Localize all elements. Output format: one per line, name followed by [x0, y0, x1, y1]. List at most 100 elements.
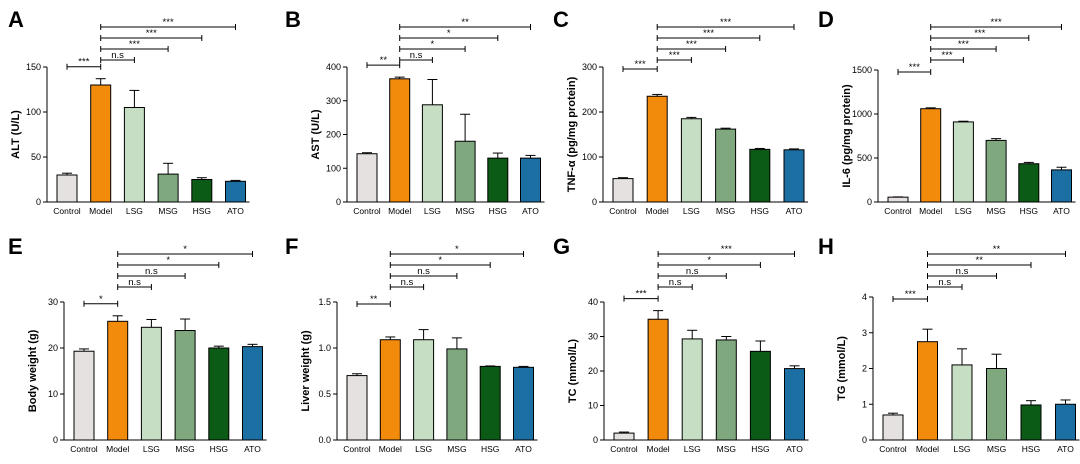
category-label: LSG — [683, 206, 700, 216]
panel-b: B 0 100 200 300 400 AST (U/L) Control Model LSG MS… — [285, 7, 545, 216]
significance-label: n.s — [938, 277, 951, 288]
y-axis-label: IL-6 (pg/mg protein) — [841, 84, 853, 188]
significance-label: * — [431, 39, 435, 50]
significance-label: n.s — [417, 266, 430, 277]
category-label: ATO — [244, 444, 261, 454]
y-tick-label: 300 — [582, 62, 597, 72]
panel-letter: B — [285, 7, 301, 32]
category-label: MSG — [986, 206, 1005, 216]
bar-model — [917, 341, 938, 441]
significance-label: * — [166, 255, 170, 266]
bar-hsg — [1018, 163, 1040, 203]
bar-lsg — [123, 107, 145, 203]
significance-label: *** — [721, 244, 732, 255]
panel-letter: A — [8, 7, 24, 32]
significance-label: *** — [909, 62, 920, 73]
bar-msg — [985, 139, 1007, 203]
category-label: ATO — [1053, 206, 1070, 216]
panel-c: C 0 100 200 300 TNF-α (pg/mg protein) Control M… — [553, 7, 808, 216]
bar-lsg — [951, 364, 973, 441]
category-label: Model — [919, 206, 942, 216]
significance-label: n.s — [128, 277, 141, 288]
category-label: MSG — [175, 444, 194, 454]
bar-msg — [715, 128, 737, 203]
bar-lsg — [681, 338, 703, 441]
y-tick-label: 3 — [862, 328, 867, 338]
category-label: LSG — [143, 444, 160, 454]
y-tick-label: 30 — [588, 332, 598, 342]
y-tick-label: 0 — [592, 197, 597, 207]
y-tick-label: 1.0 — [318, 343, 331, 353]
bar-control — [887, 196, 909, 203]
bar-ato — [225, 180, 246, 203]
category-label: Model — [89, 206, 112, 216]
y-tick-label: 20 — [48, 343, 58, 353]
category-label: MSG — [447, 444, 466, 454]
bar-lsg — [140, 326, 162, 441]
bar-ato — [783, 149, 805, 203]
significance-label: n.s — [111, 50, 124, 61]
significance-label: ** — [370, 294, 378, 305]
y-tick-label: 0 — [36, 197, 41, 207]
significance-label: ** — [380, 55, 388, 66]
category-label: Model — [646, 206, 669, 216]
y-axis-label: TNF-α (pg/mg protein) — [566, 76, 578, 192]
category-label: Control — [70, 444, 98, 454]
bar-control — [356, 153, 378, 203]
category-label: Control — [53, 206, 81, 216]
y-tick-label: 0 — [53, 435, 58, 445]
significance-label: *** — [635, 59, 646, 70]
category-label: Model — [379, 444, 402, 454]
y-tick-label: 150 — [26, 62, 41, 72]
significance-label: n.s — [956, 266, 969, 277]
significance-label: *** — [905, 289, 916, 300]
y-tick-label: 0 — [867, 197, 872, 207]
y-tick-label: 0 — [336, 197, 341, 207]
significance-label: ** — [461, 17, 469, 28]
y-axis-label: TG (mmol/L) — [836, 336, 848, 401]
significance-label: *** — [129, 39, 140, 50]
category-label: ATO — [515, 444, 532, 454]
bar-ato — [1051, 169, 1072, 203]
panel-f: F 0.0 0.5 1.0 1.5 Liver weight (g) Control Mode… — [285, 234, 538, 454]
category-label: LSG — [415, 444, 432, 454]
category-label: MSG — [716, 206, 735, 216]
bar-ato — [242, 346, 263, 441]
bar-ato — [513, 366, 534, 441]
significance-label: *** — [636, 289, 647, 300]
bar-model — [379, 339, 401, 441]
significance-label: * — [447, 28, 451, 39]
y-tick-label: 1500 — [852, 65, 872, 75]
significance-label: *** — [669, 50, 680, 61]
bar-msg — [174, 330, 196, 441]
panel-letter: C — [553, 7, 569, 32]
bar-hsg — [208, 347, 230, 441]
bar-model — [389, 78, 411, 203]
category-label: Model — [388, 206, 411, 216]
significance-label: *** — [163, 17, 174, 28]
panel-h: H 0 1 2 3 4 TG (mmol/L) Control Model LSG MSG HSG AT… — [818, 234, 1080, 454]
y-tick-label: 0.5 — [318, 389, 331, 399]
category-label: HSG — [489, 206, 507, 216]
category-label: LSG — [955, 206, 972, 216]
panel-d: D 0 500 1000 1500 IL-6 (pg/mg protein) Control… — [818, 7, 1076, 216]
significance-label: *** — [78, 57, 89, 68]
significance-label: n.s — [410, 50, 423, 61]
category-label: Model — [916, 444, 939, 454]
y-tick-label: 100 — [26, 107, 41, 117]
panel-g: G 0 10 20 30 40 TC (mmol/L) Control Model LSG MSG H… — [553, 234, 809, 454]
significance-label: n.s — [669, 277, 682, 288]
bar-hsg — [487, 157, 509, 203]
significance-label: * — [438, 255, 442, 266]
category-label: MSG — [455, 206, 474, 216]
panel-letter: F — [285, 234, 298, 259]
significance-label: *** — [720, 17, 731, 28]
bar-control — [73, 350, 95, 441]
significance-label: ** — [993, 244, 1001, 255]
significance-label: *** — [974, 28, 985, 39]
category-label: Model — [647, 444, 670, 454]
panel-e: E 0 10 20 30 Body weight (g) Control Model LSG MS… — [8, 234, 267, 454]
category-label: Control — [353, 206, 381, 216]
panel-letter: G — [553, 234, 570, 259]
